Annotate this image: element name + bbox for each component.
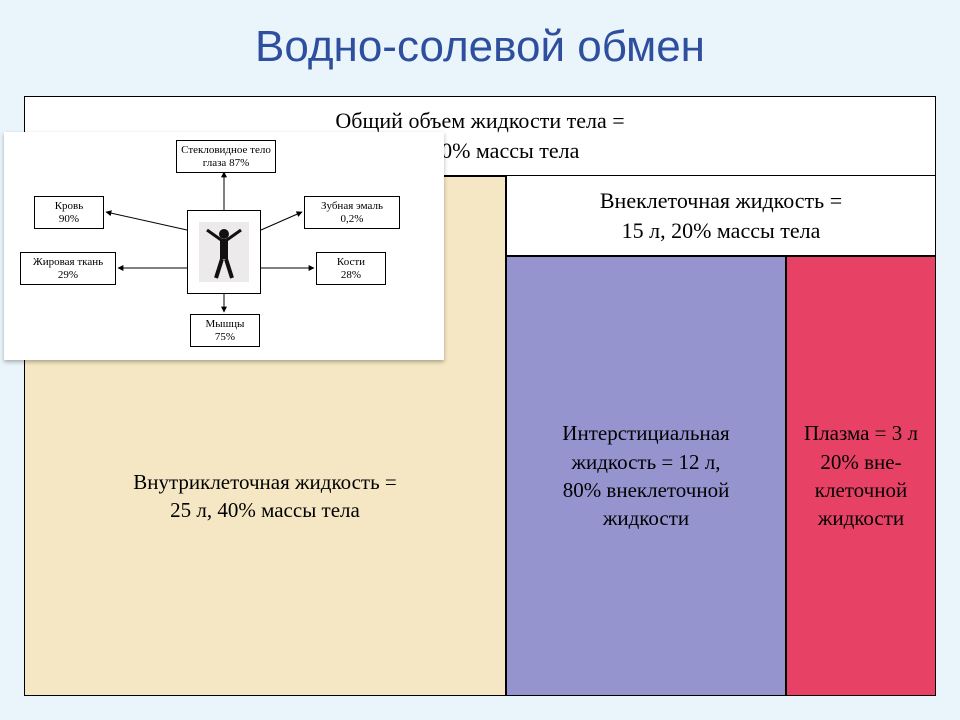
intra-line2: 25 л, 40% массы тела xyxy=(133,496,397,524)
intra-line1: Внутриклеточная жидкость = xyxy=(133,468,397,496)
plasma-line2: 20% вне- xyxy=(804,448,918,476)
inter-line2: жидкость = 12 л, xyxy=(562,448,729,476)
diagram-node-vitreous: Стекловидное телоглаза 87% xyxy=(176,140,276,173)
column-interstitial: Интерстициальная жидкость = 12 л, 80% вн… xyxy=(506,256,786,696)
water-content-diagram: Стекловидное телоглаза 87% Кровь90% Зубная… xyxy=(4,132,444,360)
extracell-line2: 15 л, 20% массы тела xyxy=(622,216,821,246)
diagram-node-enamel: Зубная эмаль0,2% xyxy=(304,196,400,229)
diagram-node-fat: Жировая ткань29% xyxy=(20,252,116,285)
column-plasma: Плазма = 3 л 20% вне- клеточной жидкости xyxy=(786,256,936,696)
extracellular-header: Внеклеточная жидкость = 15 л, 20% массы … xyxy=(506,176,936,256)
diagram-node-blood: Кровь90% xyxy=(34,196,104,229)
extracell-line1: Внеклеточная жидкость = xyxy=(600,186,842,216)
plasma-line1: Плазма = 3 л xyxy=(804,419,918,447)
inter-line1: Интерстициальная xyxy=(562,419,729,447)
plasma-line4: жидкости xyxy=(804,504,918,532)
human-figure-icon xyxy=(187,210,261,294)
diagram-node-bone: Кости28% xyxy=(316,252,386,285)
plasma-line3: клеточной xyxy=(804,476,918,504)
inter-line4: жидкости xyxy=(562,504,729,532)
inter-line3: 80% внеклеточной xyxy=(562,476,729,504)
page-title: Водно-солевой обмен xyxy=(0,22,960,72)
diagram-node-muscle: Мышцы75% xyxy=(190,314,260,347)
